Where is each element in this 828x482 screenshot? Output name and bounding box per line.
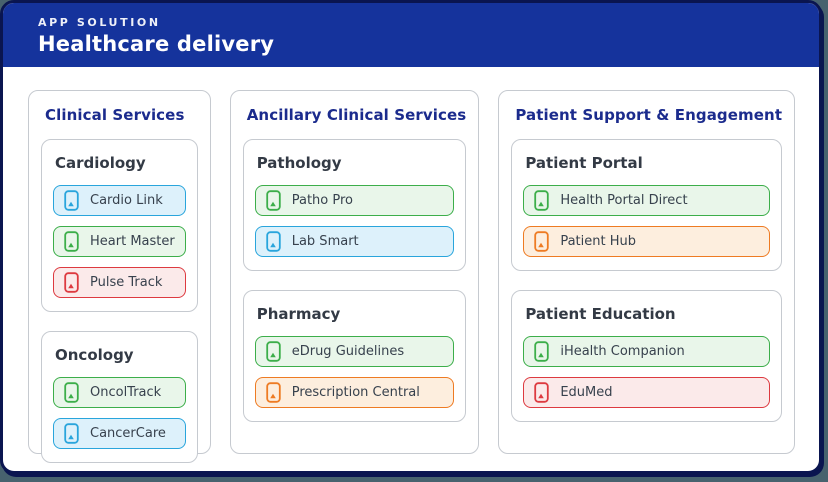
group-title: Cardiology: [55, 154, 146, 172]
group-title: Patient Education: [525, 305, 676, 323]
app-label: Cardio Link: [90, 193, 163, 208]
category-card: Patient Support & Engagement Patient Port…: [498, 90, 796, 454]
app-label: Health Portal Direct: [560, 193, 688, 208]
app-pill: Cardio Link: [53, 185, 186, 216]
group-title: Pathology: [256, 154, 342, 172]
app-pill: Patient Hub: [523, 226, 771, 257]
app-pill: Heart Master: [53, 226, 186, 257]
mobile-app-icon: [534, 231, 550, 252]
group-card: Cardiology Cardio Link Heart Master Pulse T…: [41, 139, 198, 312]
app-pill: Lab Smart: [254, 226, 455, 257]
app-label: iHealth Companion: [560, 344, 685, 359]
category-card: Clinical Services Cardiology Cardio Link He…: [28, 90, 211, 463]
mobile-app-icon: [266, 190, 281, 211]
app-label: Patient Hub: [560, 234, 636, 249]
app-label: Lab Smart: [291, 234, 359, 249]
app-pill: OncolTrack: [53, 377, 186, 408]
mobile-app-icon: [64, 423, 79, 444]
category-title: Ancillary Clinical Services: [246, 106, 467, 124]
mobile-app-icon: [534, 190, 550, 211]
group-card: Patient Portal Health Portal Direct Patien…: [511, 139, 783, 271]
app-label: Prescription Central: [291, 385, 420, 400]
app-pill: CancerCare: [53, 418, 186, 449]
category-title: Patient Support & Engagement: [515, 106, 783, 124]
group-card: Oncology OncolTrack CancerCare: [41, 331, 198, 463]
mobile-app-icon: [266, 341, 281, 362]
app-label: EduMed: [560, 385, 613, 400]
app-label: OncolTrack: [90, 385, 162, 400]
app-pill: eDrug Guidelines: [254, 336, 455, 367]
group-title: Pharmacy: [256, 305, 341, 323]
app-pill: Prescription Central: [254, 377, 455, 408]
solution-slide: APP SOLUTION Healthcare delivery Clinica…: [0, 0, 822, 474]
header-eyebrow: APP SOLUTION: [38, 16, 161, 29]
mobile-app-icon: [266, 382, 281, 403]
group-card: Patient Education iHealth Companion EduMed: [511, 290, 783, 422]
group-card: Pharmacy eDrug Guidelines Prescription Cen…: [242, 290, 467, 422]
mobile-app-icon: [534, 341, 550, 362]
group-title: Oncology: [55, 346, 134, 364]
mobile-app-icon: [266, 231, 281, 252]
page-title: Healthcare delivery: [38, 32, 275, 56]
mobile-app-icon: [534, 382, 550, 403]
app-pill: EduMed: [523, 377, 771, 408]
app-label: Patho Pro: [291, 193, 353, 208]
mobile-app-icon: [64, 382, 79, 403]
app-pill: Health Portal Direct: [523, 185, 771, 216]
app-pill: iHealth Companion: [523, 336, 771, 367]
group-title: Patient Portal: [525, 154, 643, 172]
category-title: Clinical Services: [45, 106, 185, 124]
category-card: Ancillary Clinical Services Pathology Path…: [229, 90, 480, 454]
app-label: Pulse Track: [90, 275, 163, 290]
app-pill: Pulse Track: [53, 267, 186, 298]
columns-container: Clinical Services Cardiology Cardio Link He…: [3, 67, 819, 463]
slide-header: APP SOLUTION Healthcare delivery: [3, 3, 819, 67]
app-label: Heart Master: [90, 234, 175, 249]
group-card: Pathology Patho Pro Lab Smart: [242, 139, 467, 271]
mobile-app-icon: [64, 272, 79, 293]
app-label: eDrug Guidelines: [291, 344, 405, 359]
app-label: CancerCare: [90, 426, 166, 441]
mobile-app-icon: [64, 190, 79, 211]
app-pill: Patho Pro: [254, 185, 455, 216]
mobile-app-icon: [64, 231, 79, 252]
